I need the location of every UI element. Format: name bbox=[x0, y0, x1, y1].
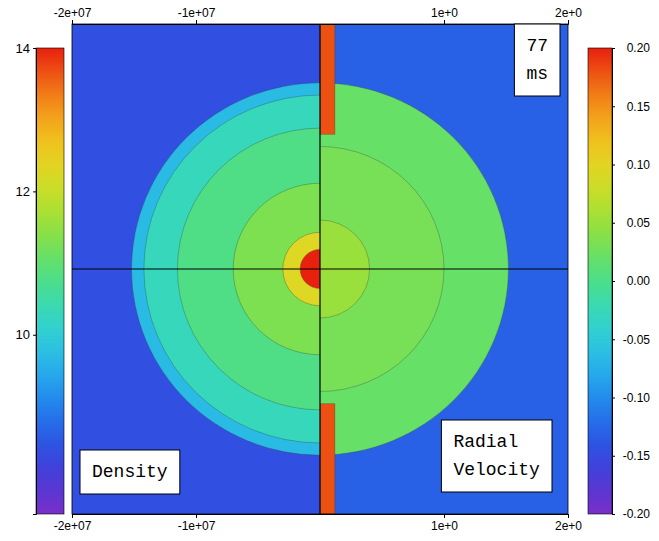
label-box bbox=[514, 24, 560, 96]
tick-label: -2e+07 bbox=[54, 519, 92, 533]
tick-mark bbox=[612, 514, 615, 515]
tick-mark bbox=[612, 456, 615, 457]
tick-label: -0.10 bbox=[623, 391, 651, 405]
tick-mark bbox=[444, 20, 445, 24]
tick-label: -0.20 bbox=[623, 507, 651, 521]
tick-mark bbox=[612, 165, 615, 166]
jet bbox=[320, 24, 335, 134]
tick-label: -0.15 bbox=[623, 449, 651, 463]
chart: -2e+07 -1e+07 1e+0 2e+0 -2e+07 -1e+07 1e+0 2e+0… bbox=[0, 0, 659, 541]
tick: -2e+07 bbox=[54, 6, 92, 24]
plot-frame bbox=[72, 24, 568, 514]
label: 77ms bbox=[526, 36, 548, 84]
density-colorbar bbox=[36, 48, 64, 514]
tick-label: 0.15 bbox=[627, 100, 651, 114]
tick: 1e+0 bbox=[431, 514, 458, 533]
tick: 10 bbox=[16, 327, 36, 342]
tick: -2e+07 bbox=[54, 514, 92, 533]
label-box bbox=[441, 420, 552, 492]
axis: 10 12 14 bbox=[16, 41, 37, 515]
label-box bbox=[80, 450, 180, 494]
tick-mark bbox=[444, 514, 445, 518]
tick: -0.10 bbox=[612, 391, 650, 405]
tick-label: 10 bbox=[16, 327, 30, 342]
tick-mark bbox=[612, 48, 615, 49]
tick: 2e+0 bbox=[555, 514, 582, 533]
tick: -1e+07 bbox=[178, 514, 216, 533]
tick: -0.20 bbox=[612, 507, 650, 521]
tick-label: 14 bbox=[16, 41, 30, 56]
tick-mark bbox=[33, 48, 36, 49]
tick-label: 1e+0 bbox=[431, 519, 458, 533]
density-field bbox=[72, 24, 320, 514]
tick-mark bbox=[612, 106, 615, 107]
axis: 0.20 0.15 0.10 0.05 0.00 -0.05 -0.10 -0.15 -0.20 bbox=[612, 41, 650, 521]
label: RadialVelocity bbox=[453, 432, 540, 480]
tick-label: 0.00 bbox=[627, 274, 651, 288]
velocity-label: RadialVelocity bbox=[441, 420, 552, 492]
density-shell bbox=[72, 24, 320, 514]
tick: 14 bbox=[16, 41, 36, 56]
tick-mark bbox=[612, 398, 615, 399]
tick-label: -0.05 bbox=[623, 333, 651, 347]
axis: -2e+07 -1e+07 1e+0 2e+0 bbox=[54, 6, 583, 25]
tick-mark bbox=[33, 191, 36, 192]
tick-label: 1e+0 bbox=[431, 6, 458, 20]
axis-domain bbox=[33, 49, 37, 515]
tick-label: 2e+0 bbox=[555, 6, 582, 20]
label: Density bbox=[92, 462, 168, 482]
tick-mark bbox=[568, 514, 569, 518]
tick: 12 bbox=[16, 184, 36, 199]
tick-label: 0.20 bbox=[627, 41, 651, 55]
density-label: Density bbox=[80, 450, 180, 494]
tick-mark bbox=[612, 223, 615, 224]
tick: 2e+0 bbox=[555, 6, 582, 24]
tick-mark bbox=[72, 514, 73, 518]
tick: 0.20 bbox=[612, 41, 650, 55]
axis-domain bbox=[73, 515, 569, 519]
velocity-shell bbox=[320, 24, 568, 514]
tick-label: 2e+0 bbox=[555, 519, 582, 533]
time-label: 77ms bbox=[514, 24, 560, 96]
axis-domain bbox=[73, 20, 569, 25]
tick: -0.05 bbox=[612, 333, 650, 347]
tick: -0.15 bbox=[612, 449, 650, 463]
tick-label: 0.05 bbox=[627, 216, 651, 230]
tick: -1e+07 bbox=[178, 6, 216, 24]
jet bbox=[320, 404, 335, 514]
tick: 0.15 bbox=[612, 100, 650, 114]
tick-label: -1e+07 bbox=[178, 519, 216, 533]
tick-mark bbox=[33, 335, 36, 336]
velocity-colorbar bbox=[588, 48, 612, 514]
tick: 0.00 bbox=[612, 274, 650, 288]
tick-mark bbox=[612, 281, 615, 282]
axis-line bbox=[72, 268, 568, 269]
tick-mark bbox=[72, 20, 73, 24]
tick-mark bbox=[612, 339, 615, 340]
tick-mark bbox=[568, 20, 569, 24]
tick: 0.10 bbox=[612, 158, 650, 172]
axis-domain bbox=[613, 49, 616, 515]
tick-label: -1e+07 bbox=[178, 6, 216, 20]
tick-mark bbox=[196, 514, 197, 518]
velocity-field bbox=[320, 24, 568, 514]
tick: 0.05 bbox=[612, 216, 650, 230]
tick-label: 0.10 bbox=[627, 158, 651, 172]
tick: 1e+0 bbox=[431, 6, 458, 24]
tick-label: 12 bbox=[16, 184, 30, 199]
tick-label: -2e+07 bbox=[54, 6, 92, 20]
tick-mark bbox=[196, 20, 197, 24]
axis: -2e+07 -1e+07 1e+0 2e+0 bbox=[54, 514, 583, 533]
